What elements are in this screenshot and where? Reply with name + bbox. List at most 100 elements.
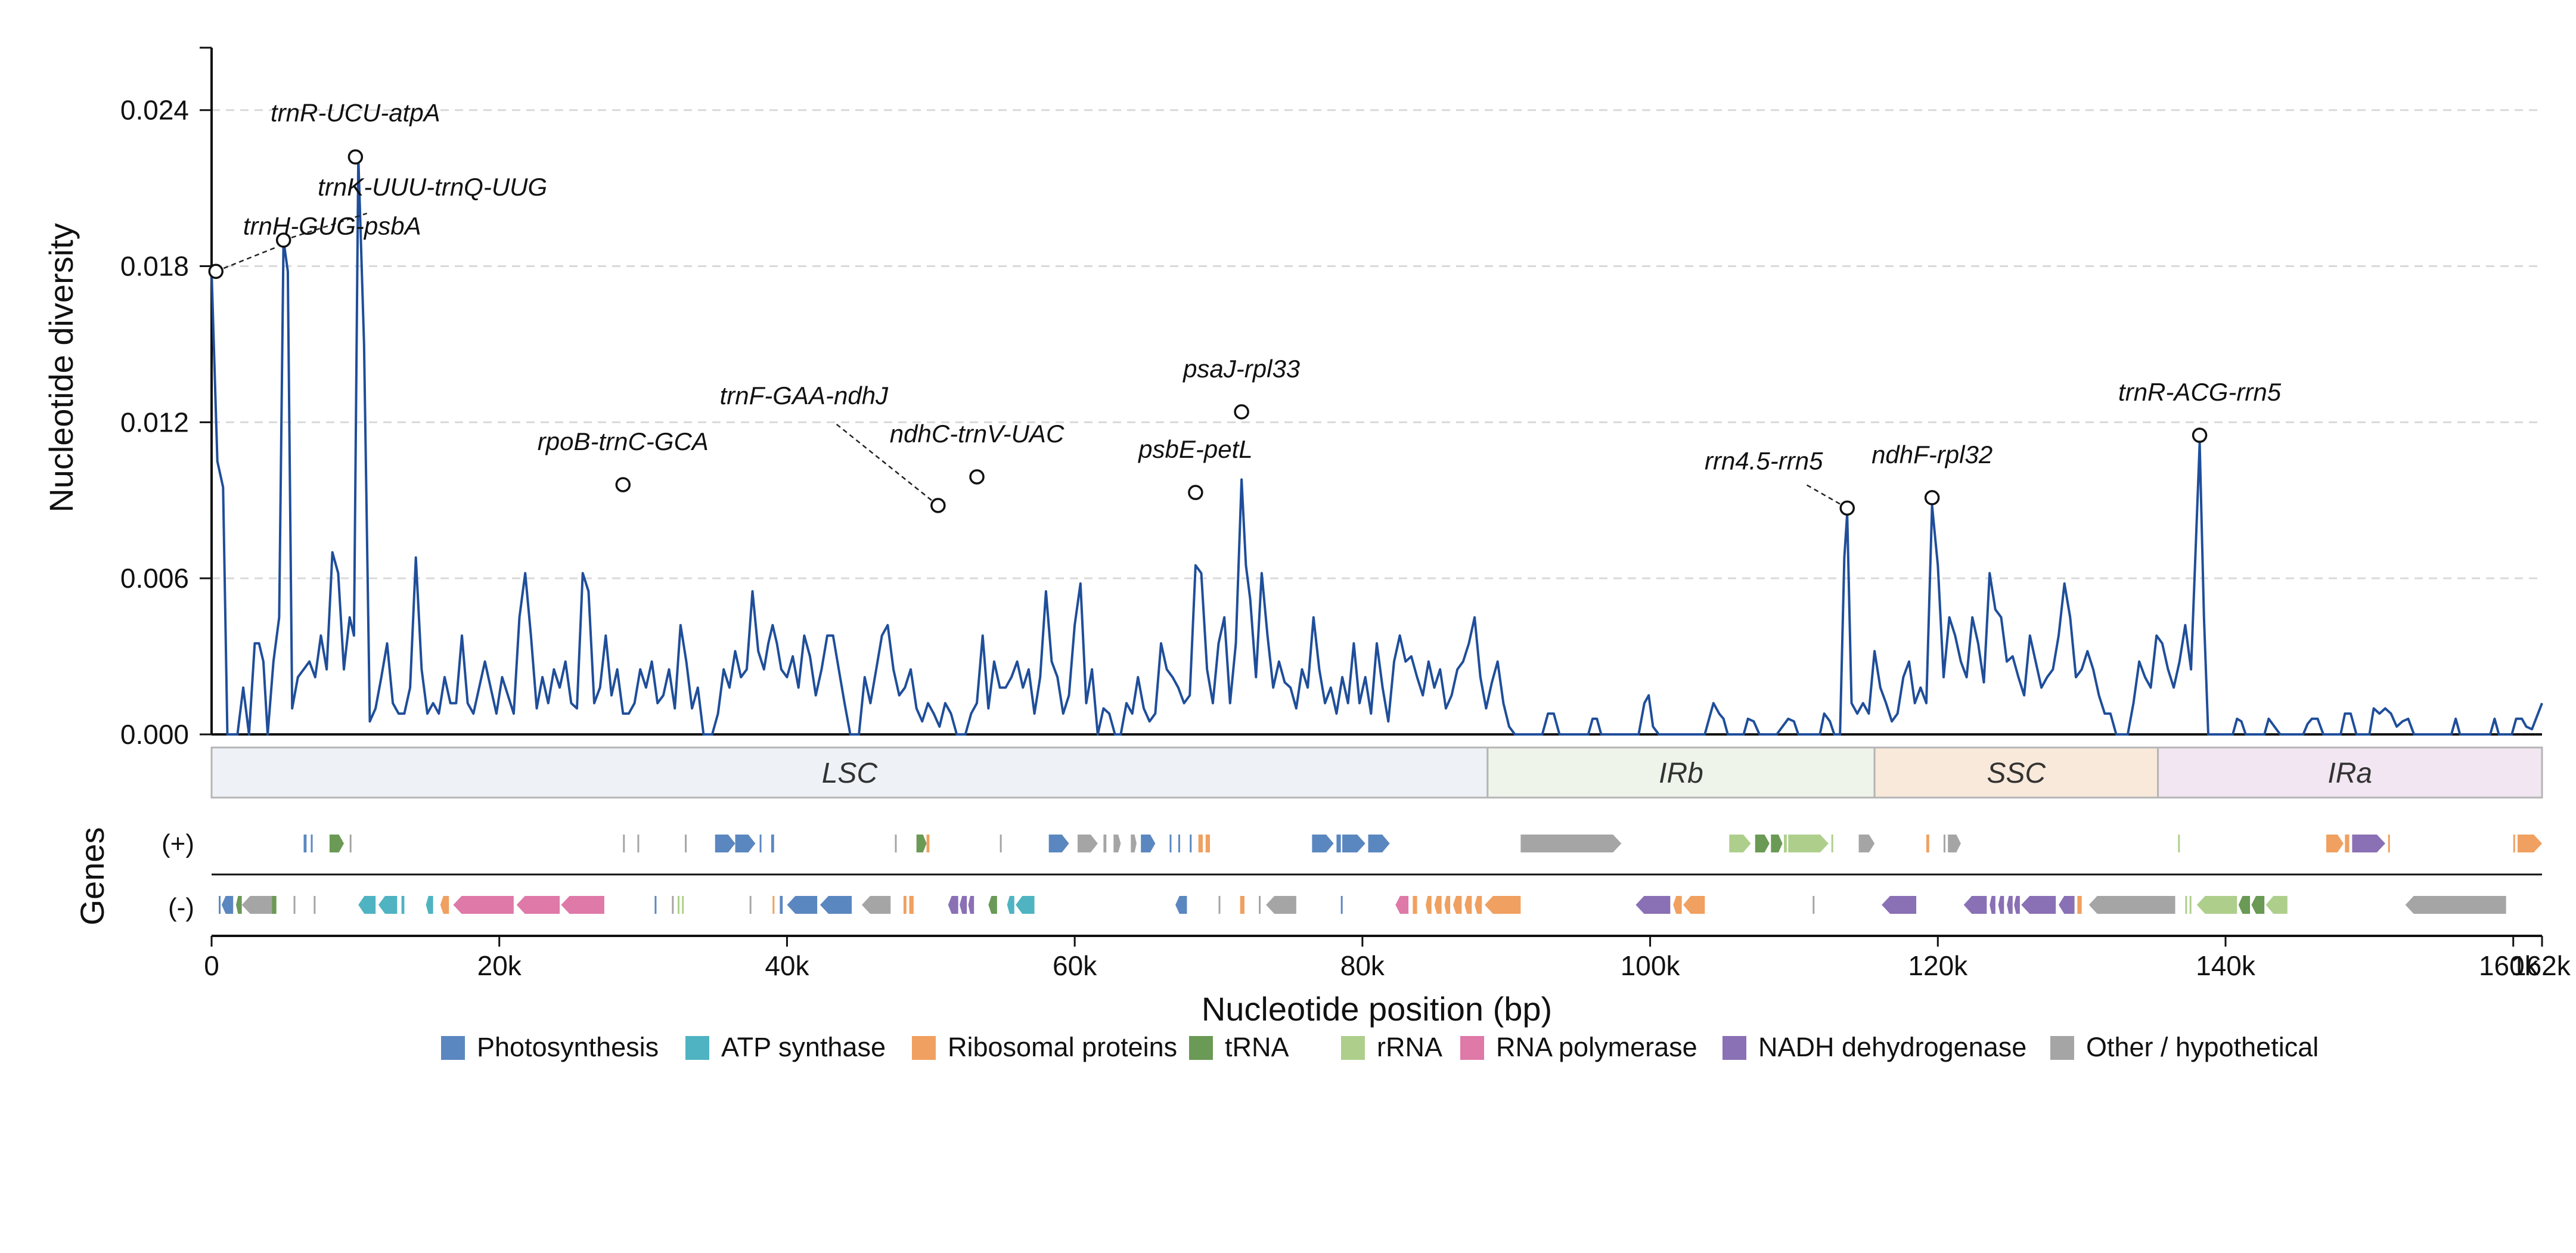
annotation-label: rpoB-trnC-GCA [538,427,709,455]
gene-block [1240,896,1244,914]
gene-block [787,896,818,914]
gene-block [1312,835,1334,852]
gene-block [1016,896,1035,914]
region-label: IRb [1659,758,1703,789]
gene-block [1464,896,1472,914]
gene-block [2345,835,2350,852]
gene-block [2352,835,2385,852]
annotation-label: trnH-GUG-psbA [243,212,421,240]
gene-block [1048,835,1069,852]
gene-block [749,896,752,914]
gene-block [1683,896,1705,914]
gene-block [1729,835,1751,852]
legend-label: Other / hypothetical [2086,1032,2319,1062]
peak-marker [1839,500,1855,516]
x-tick-label: 120k [1908,950,1968,981]
gene-block [1771,835,1783,852]
gene-block [1266,896,1296,914]
gene-block [1926,835,1929,852]
gene-block [1000,835,1002,852]
gene-block [771,835,774,852]
gene-block [2014,896,2020,914]
strand-plus-label: (+) [162,829,194,858]
gene-block [1948,835,1961,852]
gene-block [1190,835,1192,852]
gene-block [1426,896,1432,914]
gene-block [314,896,316,914]
region-block [1486,746,1876,799]
gene-block [1175,896,1187,914]
legend-label: NADH dehydrogenase [1758,1032,2026,1062]
gene-block [895,835,897,852]
gene-block [426,896,433,914]
gene-block [637,835,640,852]
annotation-label: trnK-UUU-trnQ-UUG [318,173,547,201]
y-tick-label: 0.012 [120,407,189,438]
gene-block [1858,835,1875,852]
gene-block [1784,835,1787,852]
region-block [210,746,1489,799]
legend-swatch [1722,1036,1746,1060]
gene-block [219,896,221,914]
annotation-label: trnR-ACG-rrn5 [2118,378,2282,406]
legend-swatch [912,1036,936,1060]
strand-minus-label: (-) [168,893,194,922]
peak-marker [1234,404,1249,420]
gene-block [1259,896,1261,914]
gene-block [2265,896,2288,914]
y-tick-label: 0.018 [120,251,189,282]
x-tick-label: 80k [1340,950,1385,981]
gene-block [1453,896,1462,914]
gene-block [2251,896,2265,914]
gene-block [1336,835,1341,852]
gene-block [1169,835,1172,852]
diversity-line [210,156,2543,736]
gene-map-track [212,835,2542,937]
gene-block [1831,835,1833,852]
peak-marker [615,477,631,492]
gene-block [1141,835,1156,852]
region-block [2157,746,2543,799]
gene-block [2059,896,2075,914]
gene-block [241,896,277,914]
gene-block [1342,835,1365,852]
gene-block [2388,835,2390,852]
gene-block [909,896,914,914]
gene-block [401,896,405,914]
legend-swatch [1341,1036,1365,1060]
y-tick-label: 0.000 [120,719,189,750]
region-label: SSC [1987,758,2046,789]
gene-block [1990,896,1995,914]
gene-block [516,896,560,914]
peak-annotations: trnR-UCU-atpA trnK-UUU-trnQ-UUG trnH-GUG-p… [208,98,2282,516]
annotation-label: trnF-GAA-ndhJ [720,382,889,410]
gene-block [358,896,376,914]
gene-block [2088,896,2175,914]
legend-swatch [441,1036,465,1060]
x-axis-title: Nucleotide position (bp) [1202,990,1552,1028]
gene-block [2007,896,2013,914]
gene-block [453,896,514,914]
gene-block [1475,896,1482,914]
gene-block [2517,835,2542,852]
genome-regions-track: LSC IRb SSC IRa [210,746,2543,799]
diversity-series [210,156,2543,736]
gene-block [1007,896,1014,914]
gene-block [1434,896,1442,914]
y-tick-label: 0.006 [120,563,189,594]
gene-block [561,896,604,914]
annotation-leader [833,421,939,506]
gene-block [1943,835,1945,852]
gene-block [1077,835,1098,852]
gene-block [759,835,762,852]
annotation-leader [215,247,276,272]
annotation-label: rrn4.5-rrn5 [1705,446,1823,474]
peak-marker [347,149,364,165]
gene-block [1413,896,1417,914]
legend-label: rRNA [1377,1032,1442,1062]
x-tick-label: 20k [477,950,522,981]
gene-block [715,835,735,852]
region-label: LSC [822,758,878,789]
gridlines [212,109,2542,579]
